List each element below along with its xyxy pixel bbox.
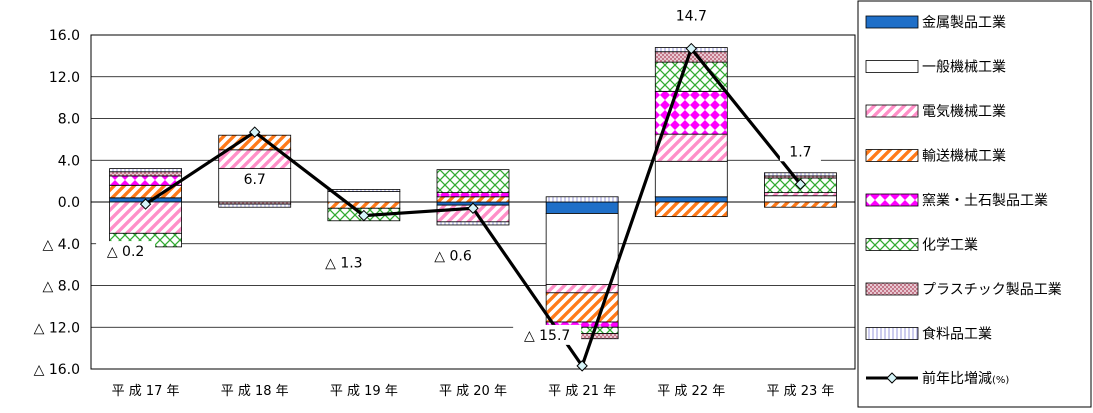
legend-swatch — [865, 327, 919, 340]
x-tick-label: 平 成 21 年 — [548, 384, 616, 399]
line-point — [358, 209, 370, 222]
legend-label: 前年比増減(%) — [922, 370, 1009, 387]
data-label-bg — [96, 241, 156, 262]
legend-label: 輸送機械工業 — [922, 149, 1006, 165]
data-label: △ 0.6 — [434, 248, 472, 264]
data-label-bg — [666, 5, 717, 26]
data-label: 1.7 — [789, 144, 811, 160]
legend-item: 化学工業 — [865, 238, 978, 254]
bar-segment — [109, 175, 182, 186]
legend-swatch — [865, 149, 919, 162]
data-label: △ 15.7 — [524, 328, 570, 344]
line-series — [139, 42, 807, 372]
legend-swatch — [865, 60, 919, 73]
x-tick-label: 平 成 19 年 — [330, 384, 398, 399]
data-label-bg — [314, 252, 374, 273]
bar-segment — [436, 192, 510, 198]
legend-item: 一般機械工業 — [865, 60, 1006, 76]
line-point — [685, 42, 697, 55]
legend-label: 食料品工業 — [922, 326, 992, 343]
legend-line-marker — [886, 372, 898, 384]
bar-segment — [436, 196, 510, 203]
bar-segment — [654, 196, 728, 203]
y-tick-label: △ 8.0 — [43, 279, 80, 295]
x-tick-label: 平 成 18 年 — [221, 384, 289, 399]
bar-segment — [327, 189, 401, 192]
bar-segment — [109, 168, 182, 173]
x-axis: 平 成 17 年 平 成 18 年 平 成 19 年 平 成 20 年 平 成 21 年… — [112, 384, 835, 399]
bar-segment — [545, 213, 619, 285]
legend-label: 化学工業 — [922, 238, 978, 254]
legend-label: プラスチック製品工業 — [922, 282, 1062, 298]
y-tick-label: △ 12.0 — [34, 320, 80, 336]
legend-item-line: 前年比増減(%) — [866, 370, 1009, 387]
line-point — [467, 202, 479, 214]
legend-entries: 金属製品工業一般機械工業電気機械工業輸送機械工業窯業・土石製品工業化学工業プラス… — [865, 15, 1062, 387]
legend-swatch — [865, 238, 919, 251]
bar-segment — [545, 196, 619, 203]
y-tick-label: 16.0 — [49, 28, 80, 44]
y-axis: 16.0 12.0 8.0 4.0 0.0 △ 4.0 △ 8.0 △ 12.0 △ 16.0 — [34, 28, 80, 378]
legend-label: 窯業・土石製品工業 — [922, 192, 1048, 209]
legend-item: 食料品工業 — [865, 326, 992, 343]
legend-item: 輸送機械工業 — [865, 149, 1006, 165]
line-point — [576, 360, 588, 372]
y-tick-label: △ 16.0 — [34, 362, 80, 378]
bar-segment — [218, 203, 292, 208]
bar-segment — [109, 171, 182, 177]
line-point — [139, 198, 152, 210]
y-tick-label: 4.0 — [58, 153, 80, 169]
legend-swatch — [865, 15, 919, 29]
legend-label: 金属製品工業 — [922, 15, 1006, 31]
x-tick-label: 平 成 17 年 — [112, 384, 180, 399]
bar-segment — [654, 133, 728, 162]
y-tick-label: △ 4.0 — [43, 237, 80, 253]
legend-swatch — [865, 282, 919, 296]
bar-segment — [545, 201, 619, 214]
y-tick-label: 0.0 — [58, 195, 80, 211]
legend-label: 一般機械工業 — [922, 60, 1006, 76]
data-label: 6.7 — [244, 172, 266, 188]
bar-segment — [654, 61, 728, 92]
bar-segment — [436, 169, 510, 194]
data-label: 14.7 — [676, 9, 707, 25]
bar-segment — [764, 195, 837, 203]
legend-item: 金属製品工業 — [865, 15, 1006, 31]
data-label-bg — [423, 245, 483, 266]
bar-segment — [764, 192, 837, 197]
legend-item: 電気機械工業 — [865, 104, 1006, 120]
x-tick-label: 平 成 22 年 — [657, 384, 725, 399]
data-label-bg — [513, 324, 582, 345]
bar-segment — [654, 201, 728, 218]
legend-item: プラスチック製品工業 — [865, 282, 1062, 298]
bar-segment — [654, 90, 728, 135]
data-labels: △ 0.2 6.7 △ 1.3 △ 0.6 △ 15.7 14.7 1.7 — [96, 5, 821, 345]
legend-item: 窯業・土石製品工業 — [865, 192, 1048, 209]
bar-segment — [654, 160, 728, 198]
x-tick-label: 平 成 23 年 — [766, 384, 834, 399]
bar-segment — [764, 172, 837, 177]
bar-segment — [436, 221, 510, 226]
line-point — [794, 178, 807, 190]
y-tick-label: 8.0 — [58, 112, 80, 128]
legend-swatch — [865, 104, 919, 118]
data-label-bg — [779, 141, 821, 162]
bar-segment — [327, 201, 401, 209]
legend-swatch — [865, 193, 919, 207]
legend-label: 電気機械工業 — [922, 104, 1006, 120]
data-label: △ 0.2 — [107, 244, 144, 260]
data-label-bg — [234, 169, 276, 190]
y-tick-label: 12.0 — [49, 70, 80, 86]
bar-segment — [764, 201, 837, 208]
line-point — [249, 126, 261, 138]
x-tick-label: 平 成 20 年 — [439, 384, 507, 399]
data-label: △ 1.3 — [325, 256, 362, 272]
